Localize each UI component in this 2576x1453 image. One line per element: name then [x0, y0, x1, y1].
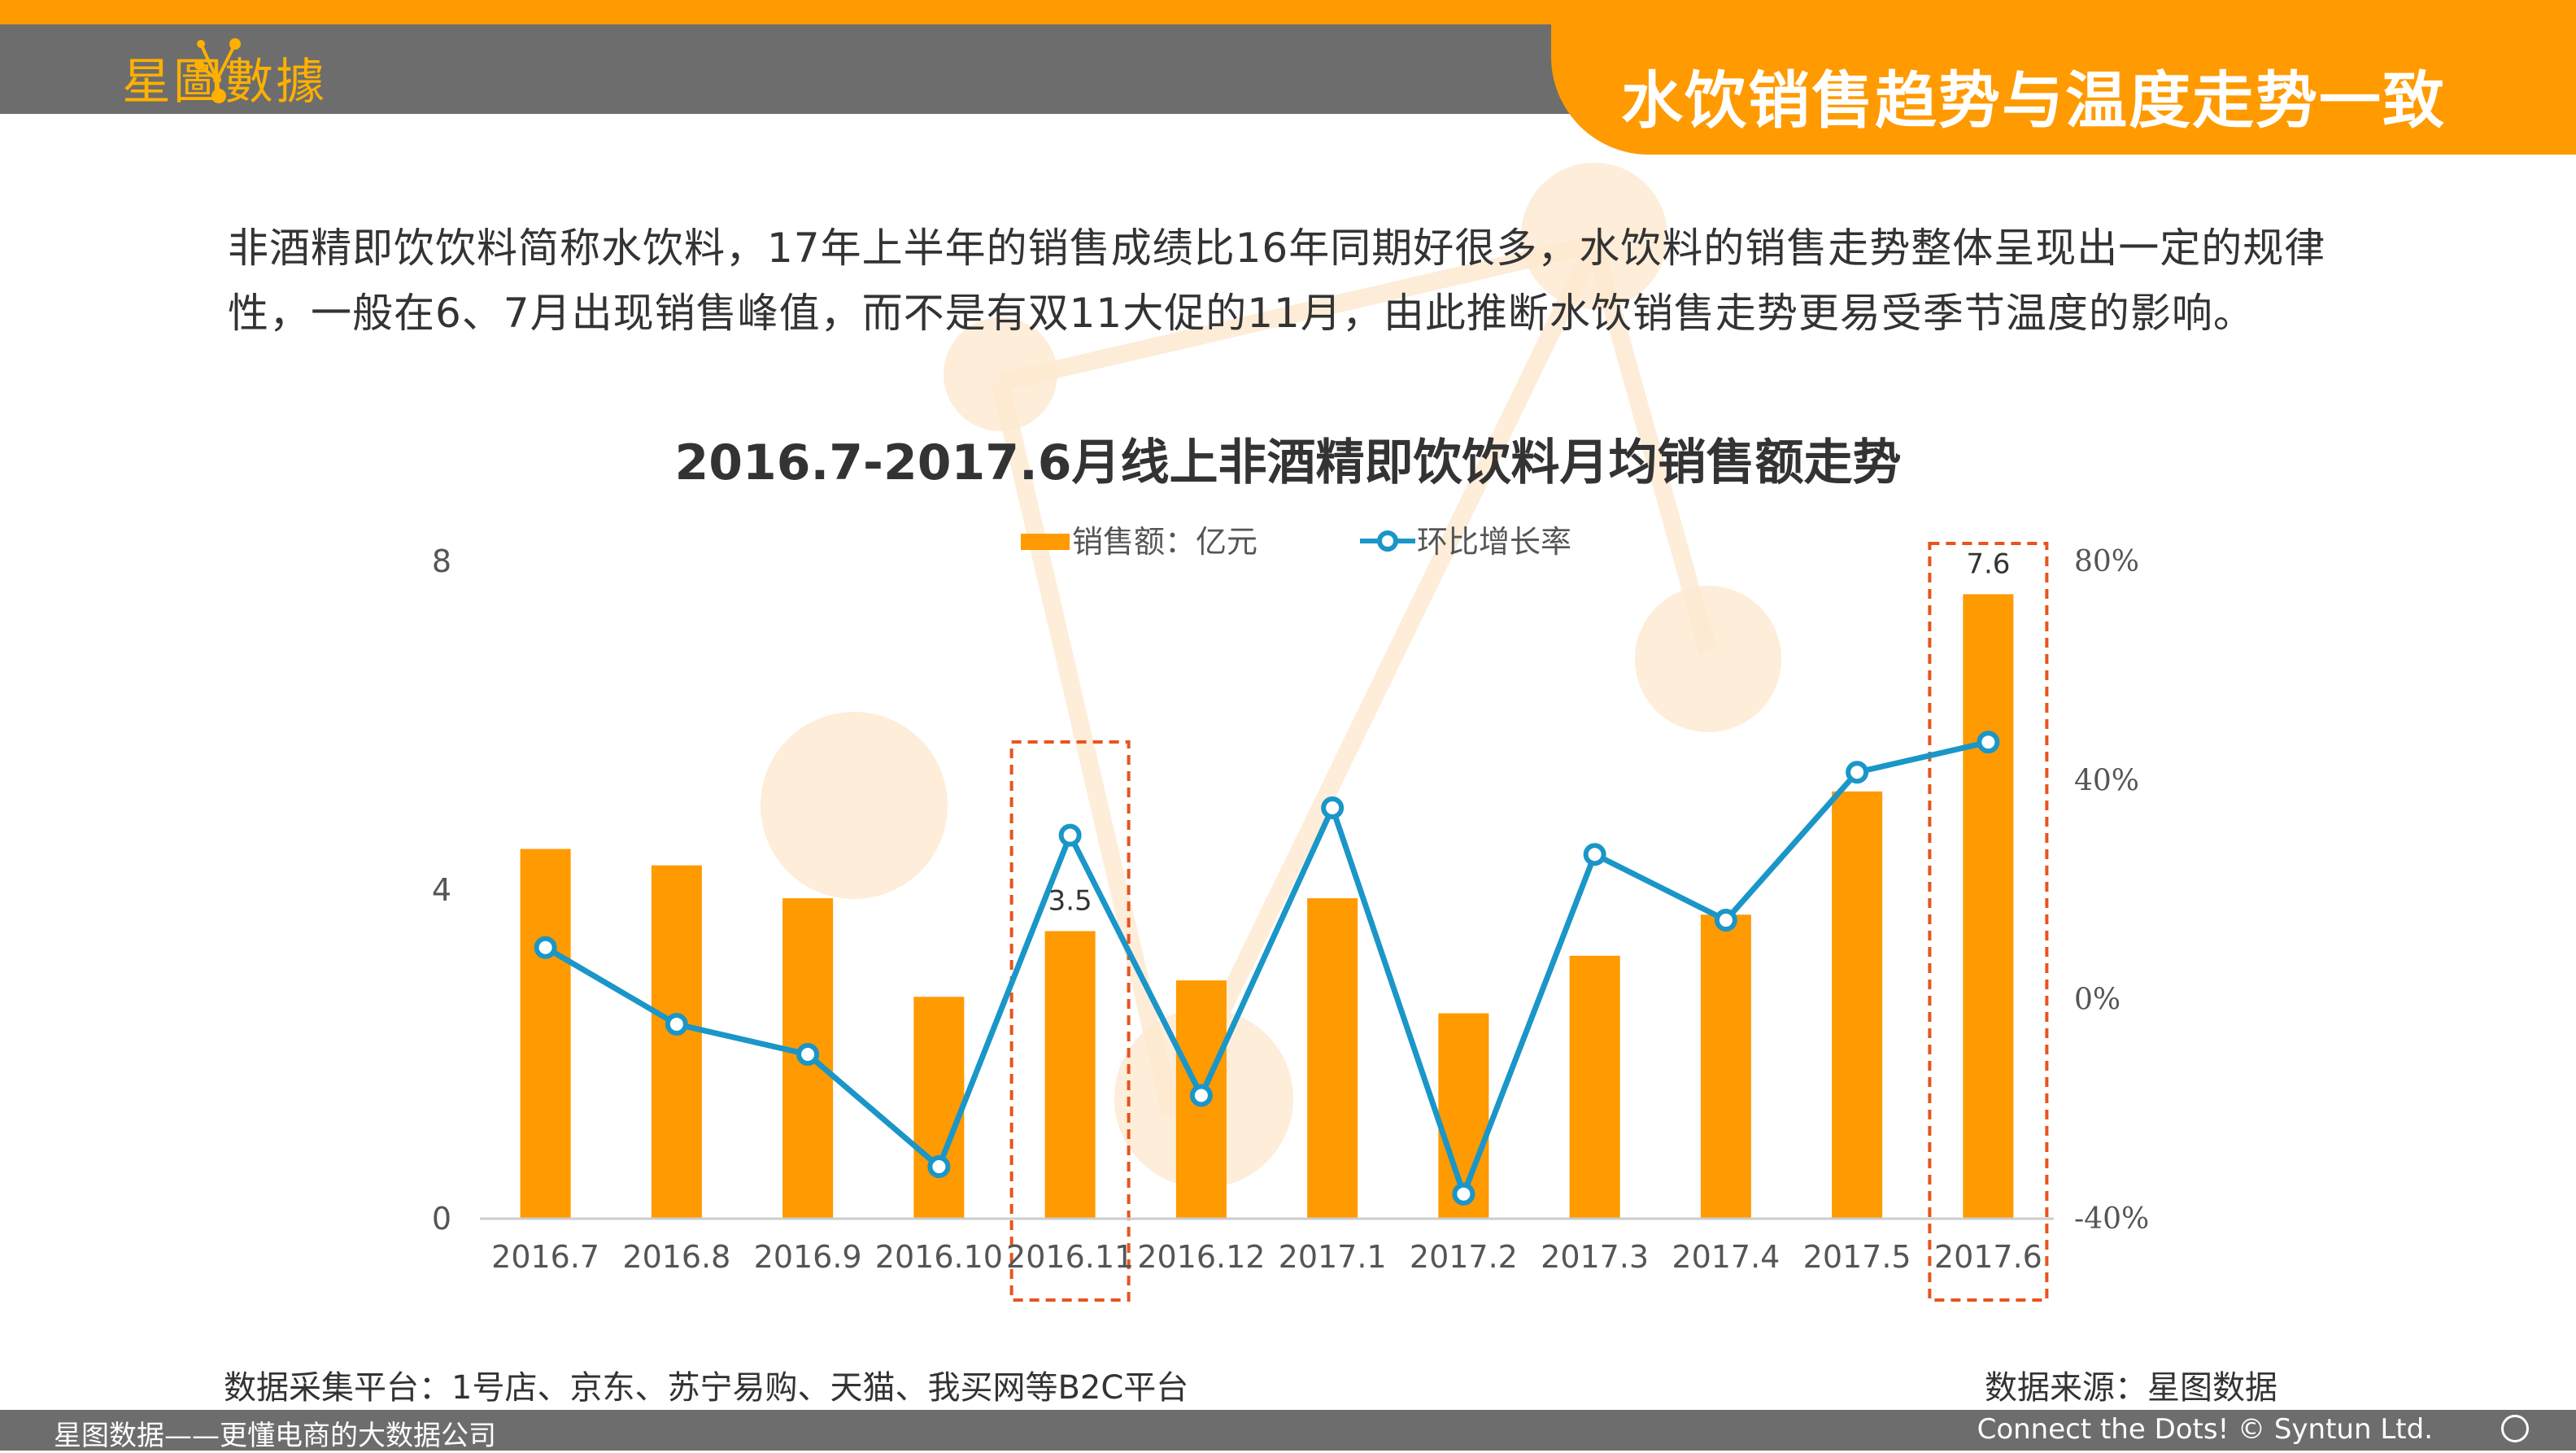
growth-line: [543, 739, 1990, 1198]
bar: [520, 849, 571, 1219]
data-label: 3.5: [1048, 885, 1092, 918]
y-right-tick-label: 80%: [2074, 545, 2139, 578]
legend-bar-label: 销售额：亿元: [1072, 524, 1257, 560]
y-right-tick-label: 0%: [2074, 984, 2121, 1017]
data-platforms-note: 数据采集平台：1号店、京东、苏宁易购、天猫、我买网等B2C平台: [224, 1369, 1189, 1407]
logo-text: 星圖數據: [122, 54, 327, 111]
footer-slogan: 星图数据——更懂电商的大数据公司: [54, 1420, 496, 1452]
growth-point: [665, 1012, 688, 1036]
growth-point: [1321, 796, 1345, 819]
x-tick-label: 2016.10: [875, 1239, 1003, 1275]
x-tick-label: 2016.9: [754, 1239, 862, 1275]
growth-point: [1583, 843, 1606, 866]
x-tick-label: 2017.5: [1803, 1239, 1911, 1275]
data-label: 7.6: [1966, 548, 2010, 580]
growth-point: [534, 936, 557, 959]
intro-paragraph: 非酒精即饮饮料简称水饮料，17年上半年的销售成绩比16年同期好很多，水饮料的销售…: [228, 225, 2326, 337]
y-left-tick-label: 0: [432, 1201, 451, 1237]
page-badge-icon: [2501, 1415, 2529, 1442]
header-title-tab: [1551, 0, 2576, 155]
x-tick-label: 2016.11: [1006, 1239, 1134, 1275]
bar: [1700, 914, 1751, 1219]
bar: [1307, 898, 1358, 1219]
x-tick-label: 2017.6: [1934, 1239, 2042, 1275]
data-source-note: 数据来源：星图数据: [1985, 1369, 2277, 1407]
growth-point: [796, 1043, 820, 1066]
highlight-box: [1009, 740, 1131, 1302]
chart-title: 2016.7-2017.6月线上非酒精即饮饮料月均销售额走势: [674, 434, 1902, 491]
x-tick-label: 2017.1: [1279, 1239, 1387, 1275]
x-tick-label: 2017.2: [1410, 1239, 1518, 1275]
growth-point: [927, 1155, 951, 1179]
y-left-tick-label: 8: [432, 543, 451, 579]
growth-point: [1714, 909, 1737, 932]
x-tick-label: 2016.12: [1137, 1239, 1265, 1275]
x-tick-label: 2017.4: [1672, 1239, 1780, 1275]
growth-point: [1452, 1182, 1475, 1206]
growth-point: [1977, 731, 2000, 754]
x-tick-label: 2016.7: [491, 1239, 599, 1275]
legend-line-label: 环比增长率: [1417, 524, 1571, 560]
y-left-tick-label: 4: [432, 872, 451, 908]
growth-point: [1189, 1084, 1213, 1107]
highlight-box: [1928, 542, 2049, 1302]
legend-line-marker: [1377, 530, 1398, 552]
x-tick-label: 2016.8: [622, 1239, 730, 1275]
bar: [1569, 955, 1620, 1219]
bar: [1963, 594, 2014, 1219]
legend-bar-swatch: [1021, 534, 1070, 550]
page-title: 水饮销售趋势与温度走势一致: [1621, 64, 2446, 137]
growth-point: [1058, 823, 1082, 847]
x-tick-label: 2017.3: [1541, 1239, 1649, 1275]
y-right-tick-label: -40%: [2074, 1202, 2149, 1236]
footer-bar: 星图数据——更懂电商的大数据公司 Connect the Dots! © Syn…: [0, 1410, 2576, 1452]
y-right-tick-label: 40%: [2074, 764, 2139, 797]
bar: [1044, 931, 1096, 1219]
footer-copyright: Connect the Dots! © Syntun Ltd.: [1977, 1413, 2433, 1446]
bar: [651, 865, 702, 1219]
growth-point: [1846, 761, 1869, 784]
bar: [1832, 791, 1883, 1219]
logo-dots-icon: [194, 38, 241, 103]
bar: [913, 997, 965, 1219]
